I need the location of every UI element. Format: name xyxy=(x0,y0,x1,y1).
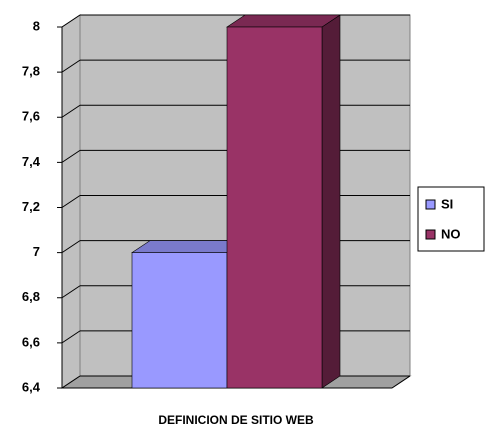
grid-line xyxy=(61,59,81,73)
legend-swatch xyxy=(425,229,436,240)
legend-label: SI xyxy=(441,196,453,211)
y-tick-label: 8 xyxy=(33,18,40,33)
grid-line xyxy=(61,285,81,299)
y-tick-label: 6,4 xyxy=(22,379,41,394)
grid-line xyxy=(61,14,81,28)
y-tick-label: 6,6 xyxy=(22,334,40,349)
legend-swatch xyxy=(425,199,436,210)
y-tick-label: 7,4 xyxy=(22,154,41,169)
x-axis-label: DEFINICION DE SITIO WEB xyxy=(158,413,314,427)
y-tick-label: 7,8 xyxy=(22,64,40,79)
x-axis-end xyxy=(391,375,411,389)
bar xyxy=(226,26,323,389)
y-tick-label: 7,2 xyxy=(22,199,40,214)
bar-top xyxy=(226,14,341,28)
legend-label: NO xyxy=(441,226,461,241)
grid-line xyxy=(61,195,81,208)
grid-line xyxy=(61,330,81,344)
grid-line xyxy=(61,240,81,254)
y-tick-label: 7,6 xyxy=(22,109,40,124)
legend-box xyxy=(417,186,485,252)
grid-line xyxy=(61,375,81,389)
grid-line xyxy=(61,149,81,163)
grid-line xyxy=(61,104,81,118)
y-tick-label: 7 xyxy=(33,244,40,259)
y-tick-label: 6,8 xyxy=(22,289,40,304)
bar xyxy=(131,252,228,389)
bar-side xyxy=(321,14,341,389)
